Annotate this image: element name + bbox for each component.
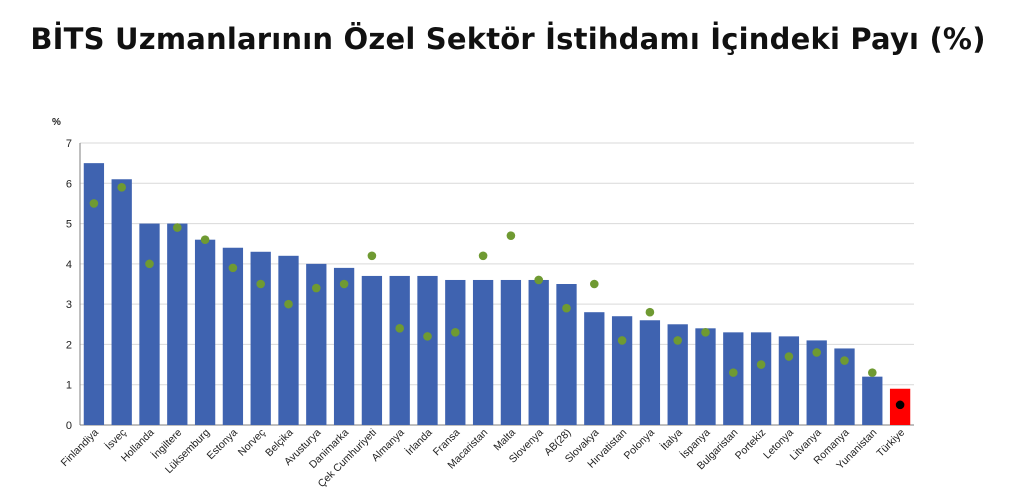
marker [395,324,405,333]
bar [862,376,883,425]
marker [506,231,516,240]
bar [306,263,327,425]
bar [417,275,438,425]
x-tick-label: Türkiye [874,427,907,460]
marker [312,283,321,293]
bar [278,255,299,425]
marker [451,328,460,337]
x-axis-labels: Finlandiya İsveçHollandaİngiltereLüksembu… [59,426,908,490]
bar [778,336,800,425]
bar [111,179,132,425]
y-tick-label: 5 [66,219,72,231]
marker [868,368,877,377]
bar [750,332,772,425]
marker [256,279,266,289]
x-tick-label: Estonya [205,427,240,462]
bar [389,275,410,425]
x-tick-label: İrlanda [403,426,435,458]
y-tick-label: 2 [66,339,72,351]
y-tick-label: 1 [66,380,72,392]
marker [478,251,488,261]
marker [367,251,377,261]
bar [139,223,160,425]
bar [556,284,577,425]
marker [812,348,821,357]
marker [117,183,126,192]
y-tick-label: 0 [66,420,72,432]
marker [89,199,99,208]
marker [701,328,710,337]
bar [222,247,244,425]
x-tick-label: Portekiz [733,427,768,462]
y-axis-unit: % [52,117,61,128]
marker [784,352,794,361]
marker [173,223,182,232]
x-tick-label: Polonya [622,427,657,462]
bar [639,320,661,425]
y-tick-label: 3 [66,299,72,311]
bar [500,279,522,425]
marker [200,235,210,244]
marker [228,263,238,273]
bar [806,340,827,425]
bar [723,332,744,425]
bar [361,275,383,425]
x-tick-label: İsveç [102,426,129,453]
bar [472,279,494,425]
marker [423,332,432,341]
marker [617,336,627,345]
marker [534,275,543,285]
bar [194,239,216,425]
markers [89,183,905,410]
bar [250,251,271,425]
y-tick-label: 7 [66,138,72,150]
marker [339,279,349,289]
y-axis: 0 1 2 3 4 5 6 7 [66,138,81,432]
marker [562,303,571,313]
bar [83,163,105,425]
gridlines [80,142,914,426]
bars [83,163,911,425]
marker [756,360,766,369]
marker [284,299,293,309]
bar [834,348,855,425]
bar [667,324,688,425]
bar [695,328,716,425]
bar [528,279,549,425]
y-tick-label: 4 [66,259,72,271]
marker [729,368,738,377]
bar [611,316,633,425]
x-tick-label: Norveç [236,427,268,459]
bar [584,312,605,425]
y-tick-label: 6 [66,178,72,190]
chart-title: BİTS Uzmanlarının Özel Sektör İstihdamı … [30,22,986,56]
marker [645,307,655,317]
marker [590,279,599,289]
bar [167,223,188,425]
marker [895,400,905,410]
marker [840,356,849,365]
bar [333,267,355,425]
bar [445,279,466,425]
marker [145,259,154,269]
marker [673,336,682,345]
x-tick-label: Finlandiya [59,427,101,469]
